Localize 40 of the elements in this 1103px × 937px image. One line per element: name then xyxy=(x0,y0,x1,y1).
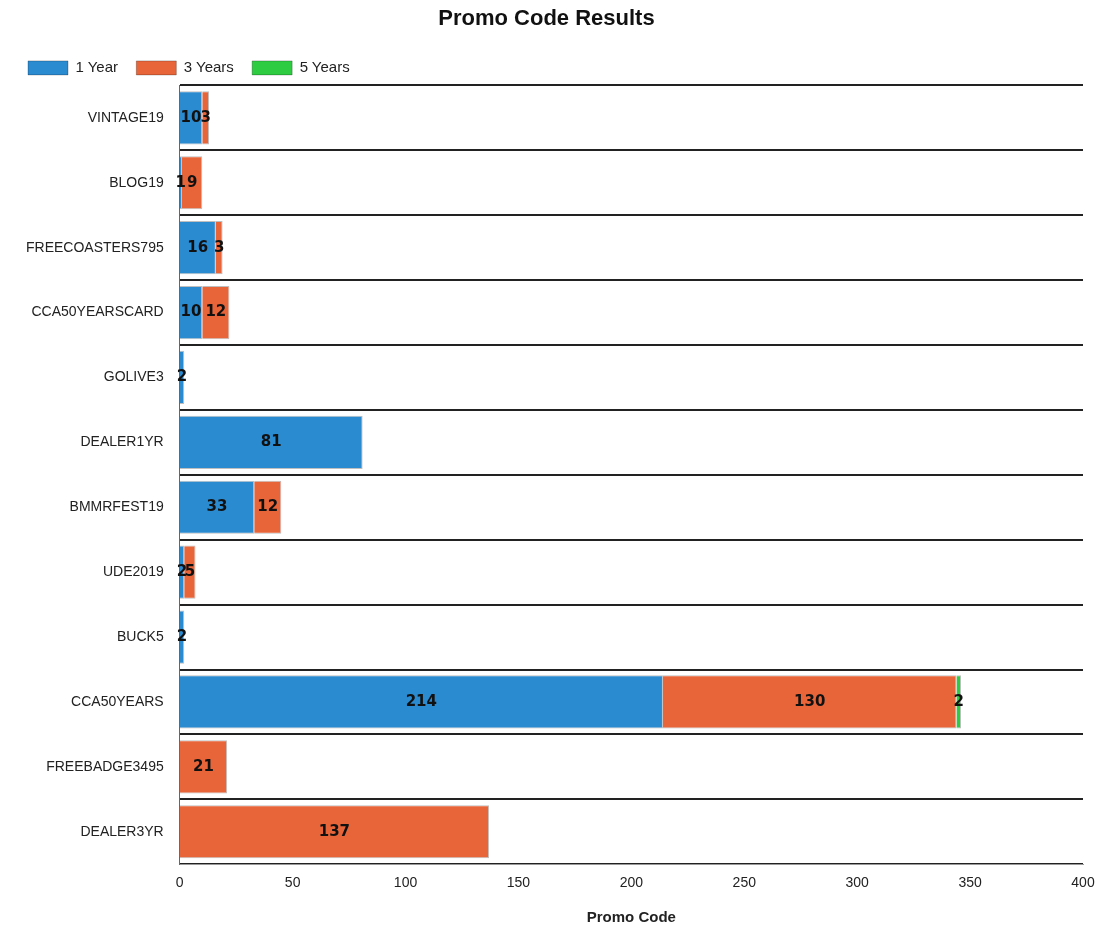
x-tick-label: 100 xyxy=(393,874,418,891)
y-tick-label: BMMRFEST19 xyxy=(69,498,164,515)
x-axis-title: Promo Code xyxy=(586,908,676,926)
data-label: 81 xyxy=(260,432,282,451)
data-label: 2 xyxy=(953,691,965,710)
legend-label: 1 Year xyxy=(75,58,119,76)
data-label: 214 xyxy=(405,691,437,710)
data-label: 16 xyxy=(187,237,209,256)
data-label: 130 xyxy=(794,691,826,710)
x-tick-label: 250 xyxy=(732,874,757,891)
y-tick-label: VINTAGE19 xyxy=(87,108,164,125)
y-tick-label: FREEBADGE3495 xyxy=(46,757,164,774)
data-label: 33 xyxy=(206,497,228,516)
legend-label: 5 Years xyxy=(299,58,350,76)
chart-title: Promo Code Results xyxy=(438,5,655,31)
y-tick-label: CCA50YEARSCARD xyxy=(31,303,164,320)
data-label: 137 xyxy=(318,821,351,840)
data-label: 10 xyxy=(180,107,202,126)
y-tick-label: BUCK5 xyxy=(117,627,164,644)
x-tick-label: 50 xyxy=(284,874,301,891)
y-tick-label: CCA50YEARS xyxy=(71,692,164,709)
x-tick-label: 200 xyxy=(619,874,644,891)
y-tick-label: GOLIVE3 xyxy=(103,368,164,385)
y-tick-label: DEALER3YR xyxy=(80,822,164,839)
y-tick-label: BLOG19 xyxy=(109,173,164,190)
data-label: 12 xyxy=(205,302,227,321)
y-tick-label: UDE2019 xyxy=(103,563,164,580)
data-label: 21 xyxy=(192,756,214,775)
x-tick-label: 0 xyxy=(175,874,184,891)
x-tick-label: 350 xyxy=(958,874,982,891)
y-tick-label: FREECOASTERS795 xyxy=(25,238,164,255)
x-tick-label: 300 xyxy=(845,874,870,891)
x-tick-label: 400 xyxy=(1071,874,1095,891)
data-label: 12 xyxy=(257,497,279,516)
legend-label: 3 Years xyxy=(183,58,234,76)
y-tick-label: DEALER1YR xyxy=(80,433,164,450)
data-label: 10 xyxy=(180,302,202,321)
data-label: 9 xyxy=(186,172,198,191)
data-label: 1 xyxy=(175,172,187,191)
x-tick-label: 150 xyxy=(506,874,531,891)
